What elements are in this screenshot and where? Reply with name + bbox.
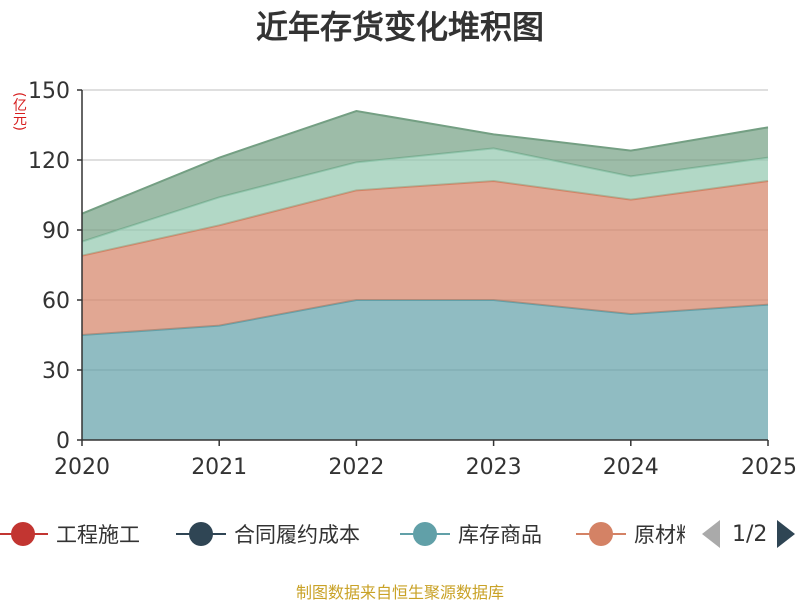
x-tick-label: 2023: [466, 455, 522, 480]
legend-item[interactable]: 原材料: [576, 514, 685, 554]
tick-labels: 0 30 60 90 120 150 2020 2021 2022 2023 2024 2025: [28, 79, 797, 480]
legend-swatch-icon: [400, 514, 450, 554]
legend-pager[interactable]: 1/2: [702, 514, 796, 554]
legend-next-page-icon[interactable]: [777, 520, 796, 548]
legend-items-viewport: 工程施工 合同履约成本 库存商品 原材料: [0, 514, 685, 554]
y-tick-label: 0: [56, 429, 70, 454]
y-tick-label: 60: [42, 289, 70, 314]
source-note: 制图数据来自恒生聚源数据库: [295, 583, 504, 602]
area-layer: [81, 109, 769, 440]
axes: [77, 89, 769, 446]
area-series-1: [82, 181, 768, 335]
legend-label: 工程施工: [56, 523, 140, 547]
area-series-2: [82, 148, 768, 256]
legend-item[interactable]: 合同履约成本: [176, 514, 360, 554]
legend-swatch-icon: [0, 514, 48, 554]
y-axis-unit-label: (亿元): [11, 92, 27, 131]
x-tick-label: 2021: [191, 455, 247, 480]
legend-label: 原材料: [634, 523, 685, 547]
y-tick-label: 30: [42, 359, 70, 384]
x-tick-label: 2022: [328, 455, 384, 480]
legend-swatch-icon: [576, 514, 626, 554]
legend-label: 合同履约成本: [234, 523, 360, 547]
legend[interactable]: 工程施工 合同履约成本 库存商品 原材料 1/2: [0, 514, 800, 554]
area-series-0: [82, 300, 768, 440]
legend-page-indicator: 1/2: [732, 521, 768, 547]
legend-item[interactable]: 工程施工: [0, 514, 140, 554]
y-tick-label: 150: [28, 79, 70, 104]
y-tick-label: 90: [42, 219, 70, 244]
y-tick-label: 120: [28, 149, 70, 174]
area-series-3-line: [81, 109, 769, 215]
x-tick-label: 2024: [603, 455, 659, 480]
chart-title: 近年存货变化堆积图: [255, 8, 544, 46]
legend-item[interactable]: 库存商品: [400, 514, 542, 554]
area-series-3: [82, 111, 768, 242]
legend-label: 库存商品: [458, 523, 542, 547]
legend-prev-page-icon[interactable]: [702, 520, 720, 548]
x-tick-label: 2025: [741, 455, 797, 480]
legend-swatch-icon: [176, 514, 226, 554]
x-tick-label: 2020: [54, 455, 110, 480]
